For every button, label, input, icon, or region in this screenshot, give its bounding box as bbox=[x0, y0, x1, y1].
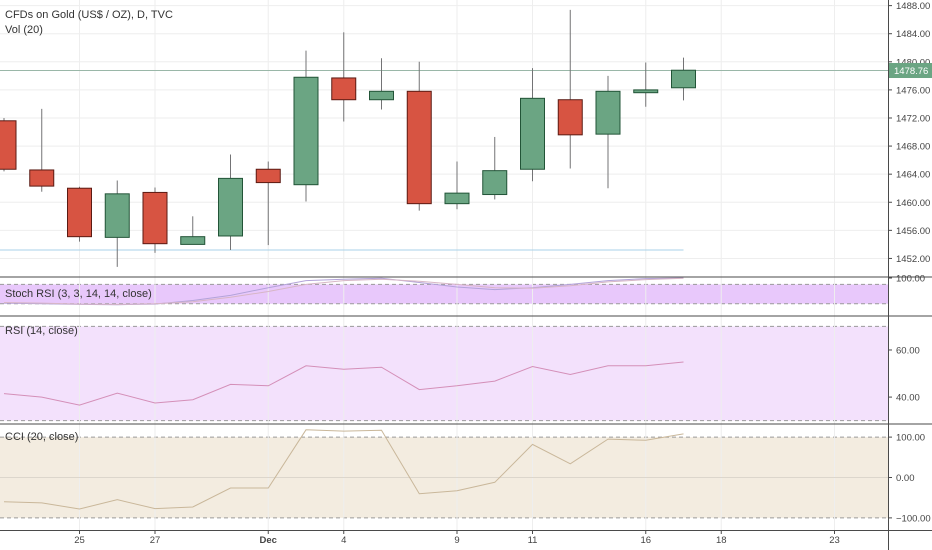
candle-5 bbox=[180, 216, 206, 245]
cci-legend[interactable]: CCI (20, close) bbox=[5, 431, 79, 443]
candle-body-14 bbox=[520, 97, 545, 170]
candle-body-9 bbox=[331, 77, 357, 101]
price-tick-label-1: 1456.00 bbox=[896, 226, 930, 237]
candle-17 bbox=[633, 62, 659, 107]
candle-13 bbox=[482, 136, 508, 200]
last-price-box bbox=[889, 63, 932, 79]
candle-body-0 bbox=[0, 120, 17, 170]
candle-11 bbox=[406, 61, 432, 211]
stoch-tick-label-0: 100.00 bbox=[896, 274, 925, 285]
price-tick-label-8: 1484.00 bbox=[896, 29, 930, 40]
candle-body-18 bbox=[671, 69, 696, 89]
time-tick-label-2: Dec bbox=[260, 535, 277, 546]
candle-18 bbox=[671, 57, 696, 101]
candle-body-6 bbox=[218, 177, 243, 237]
time-tick-label-6: 16 bbox=[640, 535, 651, 546]
candle-body-13 bbox=[482, 170, 508, 196]
stoch-d-line bbox=[3, 277, 684, 305]
candle-body-15 bbox=[557, 99, 583, 136]
candlestick-series bbox=[0, 9, 696, 267]
candle-body-8 bbox=[293, 76, 319, 186]
price-tick-label-7: 1480.00 bbox=[896, 57, 930, 68]
candle-4 bbox=[142, 187, 168, 253]
symbol-title[interactable]: CFDs on Gold (US$ / OZ), D, TVC bbox=[5, 9, 173, 21]
time-axis[interactable]: 25 27 Dec 4 9 11 16 18 23 bbox=[74, 530, 840, 546]
candle-15 bbox=[557, 9, 583, 169]
price-tick-label-6: 1476.00 bbox=[896, 85, 930, 96]
time-tick-label-3: 4 bbox=[341, 535, 346, 546]
stoch-band bbox=[0, 284, 888, 304]
candle-body-17 bbox=[633, 89, 659, 94]
candle-9 bbox=[331, 32, 357, 122]
rsi-legend[interactable]: RSI (14, close) bbox=[5, 325, 78, 337]
price-tick-label-5: 1472.00 bbox=[896, 113, 930, 124]
price-tick-label-9: 1488.00 bbox=[896, 1, 930, 12]
time-tick-label-5: 11 bbox=[528, 535, 538, 546]
time-tick-label-8: 23 bbox=[829, 535, 840, 546]
cci-tick-label-1: 0.00 bbox=[896, 473, 915, 484]
time-tick-label-4: 9 bbox=[454, 535, 459, 546]
candle-body-4 bbox=[142, 191, 168, 245]
pane-backgrounds bbox=[0, 283, 888, 519]
candle-2 bbox=[67, 186, 92, 242]
candle-1 bbox=[29, 108, 55, 192]
candle-6 bbox=[218, 154, 243, 251]
candle-body-10 bbox=[369, 90, 394, 101]
candle-body-2 bbox=[67, 187, 92, 238]
rsi-line bbox=[3, 361, 684, 406]
candle-body-3 bbox=[104, 193, 130, 238]
time-tick-label-7: 18 bbox=[716, 535, 727, 546]
candle-16 bbox=[595, 75, 621, 189]
time-tick-label-1: 27 bbox=[150, 535, 161, 546]
cci-tick-label-2: 100.00 bbox=[896, 433, 925, 444]
price-tick-label-2: 1460.00 bbox=[896, 198, 930, 209]
candle-body-12 bbox=[444, 192, 470, 205]
candle-body-5 bbox=[180, 236, 206, 245]
price-axis[interactable]: 1452.00 1456.00 1460.00 1464.00 1468.00 1472.… bbox=[888, 1, 932, 524]
last-price-label: 1478.76 bbox=[894, 66, 928, 77]
last-price-marker: 1478.76 bbox=[889, 63, 932, 79]
candle-3 bbox=[104, 180, 130, 267]
candle-12 bbox=[444, 161, 470, 210]
candle-0 bbox=[0, 117, 17, 172]
candle-body-7 bbox=[255, 168, 281, 184]
indicator-lines bbox=[3, 277, 684, 510]
volume-legend[interactable]: Vol (20) bbox=[5, 24, 43, 36]
rsi-band bbox=[0, 326, 888, 421]
rsi-tick-label-0: 40.00 bbox=[896, 393, 920, 404]
candle-body-11 bbox=[406, 90, 432, 205]
stoch-rsi-legend[interactable]: Stoch RSI (3, 3, 14, 14, close) bbox=[5, 288, 152, 300]
candle-10 bbox=[369, 58, 394, 110]
cci-line bbox=[3, 429, 684, 510]
candle-14 bbox=[520, 68, 545, 182]
rsi-tick-label-1: 60.00 bbox=[896, 345, 920, 356]
time-tick-label-0: 25 bbox=[74, 535, 85, 546]
candle-body-16 bbox=[595, 90, 621, 135]
candle-7 bbox=[255, 161, 281, 246]
candle-8 bbox=[293, 50, 319, 202]
cci-tick-label-0: −100.00 bbox=[896, 513, 931, 524]
price-tick-label-0: 1452.00 bbox=[896, 254, 930, 265]
candle-body-1 bbox=[29, 169, 55, 187]
price-tick-label-4: 1468.00 bbox=[896, 142, 930, 153]
price-tick-label-3: 1464.00 bbox=[896, 170, 930, 181]
